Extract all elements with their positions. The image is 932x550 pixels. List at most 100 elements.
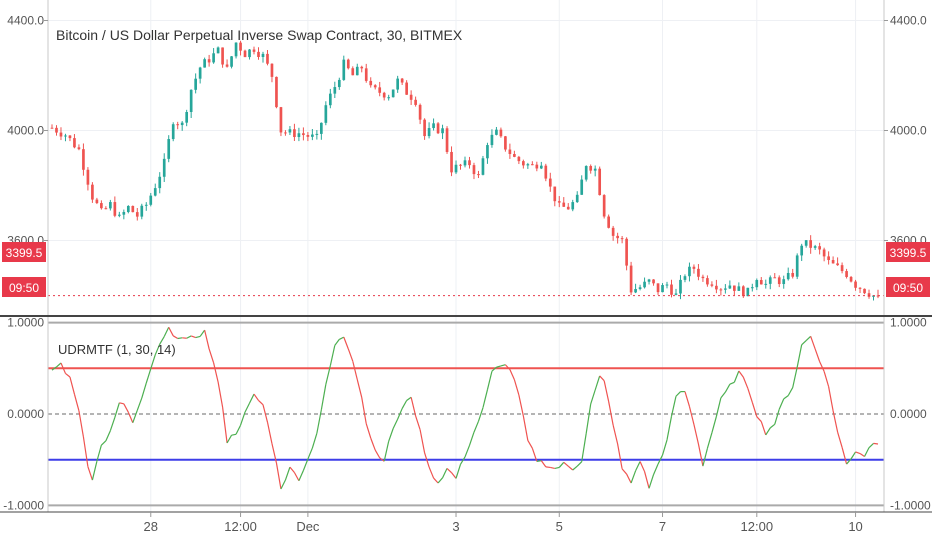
candle-body [243, 50, 247, 58]
candle-body [768, 277, 772, 284]
oscillator-segment [266, 422, 273, 444]
oscillator-segment [612, 425, 619, 445]
candle-body [535, 164, 539, 169]
candle-body [786, 272, 790, 280]
oscillator-segment [410, 397, 417, 417]
oscillator-segment [248, 393, 255, 404]
candle-body [77, 147, 81, 150]
candle-body [795, 255, 799, 277]
oscillator-segment [343, 336, 349, 350]
oscillator-series [51, 326, 879, 490]
candle-body [180, 122, 184, 126]
oscillator-segment [65, 372, 71, 378]
oscillator-segment [706, 432, 713, 449]
candle-body [495, 129, 498, 135]
candle-body [822, 249, 826, 257]
oscillator-segment [406, 396, 412, 402]
candle-body [126, 205, 130, 212]
candle-body [602, 195, 606, 217]
candle-body [517, 156, 521, 162]
countdown-label-left: 09:50 [9, 281, 39, 295]
candle-body [665, 284, 669, 286]
candle-body [741, 286, 745, 297]
oscillator-segment [239, 411, 246, 426]
candle-body [279, 107, 283, 133]
candle-body [55, 127, 58, 133]
candle-body [198, 67, 202, 79]
candle-body [728, 285, 732, 289]
candle-body [593, 168, 597, 171]
oscillator-segment [581, 433, 587, 462]
candle-body [113, 202, 117, 216]
candle-body [203, 59, 206, 68]
oscillator-segment [801, 340, 807, 346]
time-tick-label: 3 [452, 519, 459, 534]
candle-body [68, 135, 72, 139]
candle-body [566, 206, 570, 210]
last-price-label-right: 3399.5 [890, 246, 927, 260]
candle-body [764, 283, 768, 285]
symbol-title[interactable]: Bitcoin / US Dollar Perpetual Inverse Sw… [56, 27, 463, 43]
oscillator-segment [500, 364, 506, 367]
candle-body [544, 165, 548, 179]
oscillator-segment [720, 391, 726, 399]
candle-body [306, 135, 310, 137]
oscillator-segment [846, 458, 852, 465]
oscillator-segment [868, 442, 874, 449]
oscillator-segment [100, 440, 107, 446]
time-axis[interactable]: 28 12:00 Dec 3 5 7 12:00 10 [144, 512, 863, 534]
oscillator-segment [513, 379, 520, 396]
oscillator-segment [792, 367, 798, 388]
candle-body [733, 285, 736, 291]
oscillator-segment [60, 362, 67, 374]
candle-body [162, 158, 166, 177]
oscillator-segment [231, 433, 237, 436]
candle-body [845, 271, 848, 277]
candle-body [643, 281, 646, 288]
candle-body [239, 42, 242, 51]
oscillator-segment [163, 326, 170, 337]
candle-body [638, 287, 642, 290]
candle-body [171, 124, 175, 140]
oscillator-axis[interactable]: 1.0000 1.0000 0.0000 0.0000 -1.0000 -1.0000 [3, 316, 931, 513]
oscillator-segment [244, 402, 251, 413]
oscillator-segment [347, 348, 354, 362]
candle-body [346, 59, 350, 69]
oscillator-tick-label: 1.0000 [7, 316, 44, 330]
oscillator-segment [235, 424, 242, 435]
candle-body [737, 286, 741, 291]
oscillator-segment [841, 447, 848, 465]
oscillator-segment [742, 376, 749, 389]
oscillator-segment [688, 406, 695, 425]
candle-body [297, 133, 301, 138]
oscillator-segment [293, 472, 300, 482]
candle-body [450, 151, 453, 173]
oscillator-segment [639, 461, 646, 472]
oscillator-segment [536, 460, 542, 463]
candle-body [405, 82, 408, 95]
candle-body [674, 293, 678, 295]
oscillator-segment [329, 345, 336, 366]
oscillator-segment [109, 417, 116, 431]
countdown-label-right: 09:50 [893, 281, 923, 295]
candle-body [216, 47, 220, 54]
oscillator-segment [787, 387, 794, 396]
candle-body [782, 279, 786, 285]
candle-body [513, 154, 516, 157]
oscillator-segment [150, 354, 156, 370]
candle-body [827, 256, 830, 261]
indicator-title[interactable]: UDRMTF (1, 30, 14) [58, 342, 176, 357]
oscillator-segment [105, 430, 111, 442]
candle-body [755, 280, 759, 288]
oscillator-segment [783, 395, 789, 400]
candle-body [221, 47, 224, 65]
time-tick-label: 12:00 [741, 519, 774, 534]
candle-body [858, 287, 862, 289]
candle-body [724, 288, 727, 290]
oscillator-segment [455, 464, 462, 479]
price-tick-label: 4400.0 [890, 14, 927, 28]
candle-body [777, 277, 781, 285]
candle-body [144, 204, 148, 206]
oscillator-segment [814, 348, 821, 362]
